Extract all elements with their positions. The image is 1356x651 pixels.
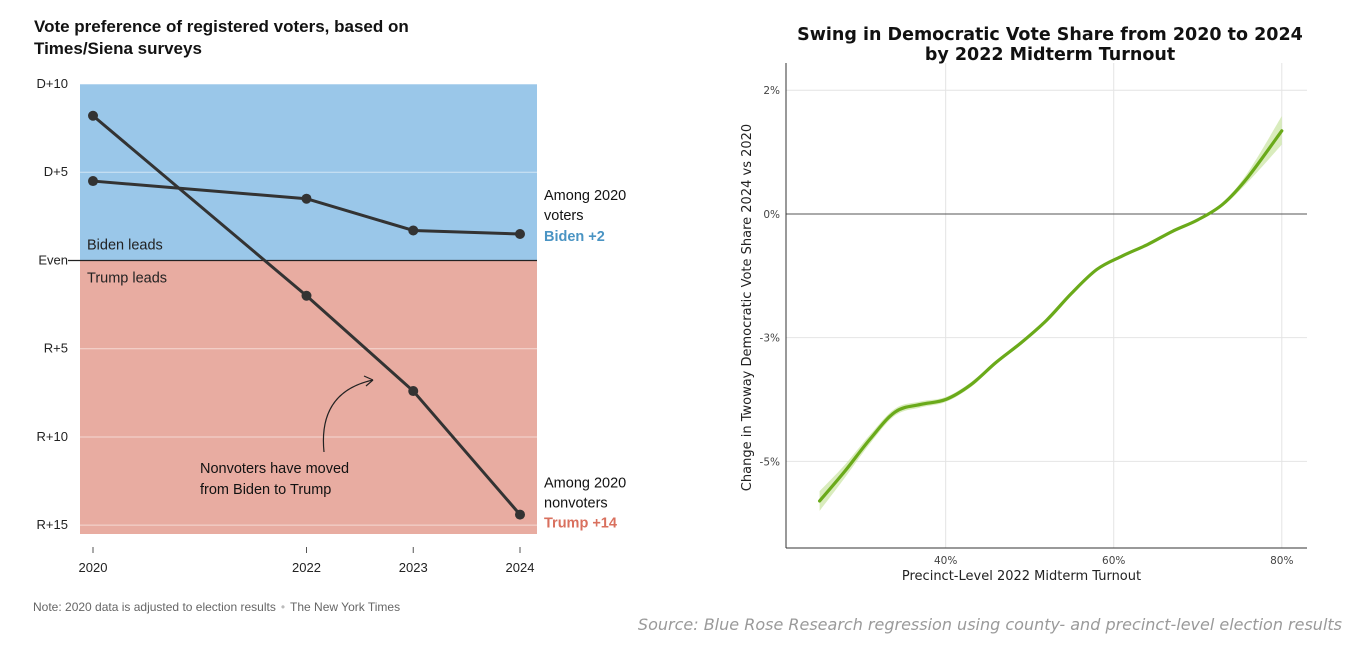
nonvoters-label-line1: Among 2020 — [544, 476, 626, 492]
credit-text: The New York Times — [290, 600, 401, 614]
right-title-line1: Swing in Democratic Vote Share from 2020… — [797, 25, 1303, 45]
data-point — [408, 225, 419, 236]
left-chart-title: Vote preference of registered voters, ba… — [34, 17, 409, 58]
x-tick-label: 40% — [934, 555, 957, 567]
voters-value: Biden +2 — [544, 229, 605, 245]
y-tick-label: 2% — [763, 85, 780, 97]
annotation-arrow — [322, 379, 374, 453]
x-tick-label: 2022 — [292, 560, 321, 575]
y-tick-label: R+15 — [37, 517, 68, 532]
y-tick-label: 0% — [763, 209, 780, 221]
y-tick-label: -5% — [760, 456, 780, 468]
annotation-line1: Nonvoters have moved — [200, 461, 349, 477]
annotation-line2: from Biden to Trump — [200, 482, 331, 498]
series-line-1 — [92, 114, 522, 516]
right-chart-title: Swing in Democratic Vote Share from 2020… — [790, 25, 1310, 65]
voters-label-line2: voters — [544, 208, 584, 224]
data-point — [88, 110, 98, 121]
y-tick-label: -3% — [760, 333, 780, 345]
trump-leads-region — [80, 260, 537, 534]
data-point — [515, 229, 525, 239]
data-point — [301, 193, 312, 204]
x-tick-label: 2024 — [506, 560, 535, 575]
data-point — [515, 509, 525, 520]
swing-line — [818, 129, 1284, 503]
right-title-line2: by 2022 Midterm Turnout — [924, 45, 1176, 65]
y-axis-label: Change in Twoway Democratic Vote Share 2… — [740, 124, 755, 491]
nonvoters-label-line2: nonvoters — [544, 496, 608, 512]
x-tick-label: 2020 — [79, 560, 108, 575]
y-tick-label: Even — [38, 252, 68, 267]
biden-leads-label: Biden leads — [87, 237, 163, 253]
note-text: Note: 2020 data is adjusted to election … — [33, 600, 276, 614]
data-point — [88, 176, 98, 187]
nyt-chart-panel: Vote preference of registered voters, ba… — [33, 17, 627, 614]
series-line-0 — [92, 179, 521, 236]
y-tick-label: D+10 — [37, 76, 68, 91]
y-tick-label: R+10 — [37, 429, 68, 444]
source-note: Source: Blue Rose Research regression us… — [637, 615, 1342, 634]
data-point — [408, 386, 419, 397]
left-note: Note: 2020 data is adjusted to election … — [33, 600, 400, 614]
voters-label-line1: Among 2020 — [544, 188, 626, 204]
swing-chart-panel: Swing in Democratic Vote Share from 2020… — [680, 0, 1356, 651]
annotation-arrowhead — [363, 375, 374, 387]
nonvoters-value: Trump +14 — [544, 516, 617, 532]
y-tick-label: D+5 — [44, 164, 68, 179]
right-chart-svg: 2% 0% -3% -5% 40% 60% 80% Precinct-Level 2022 … — [740, 63, 1307, 584]
x-tick-label: 60% — [1102, 555, 1125, 567]
note-separator: • — [280, 600, 286, 614]
confidence-band — [819, 115, 1282, 511]
trump-leads-label: Trump leads — [87, 270, 167, 286]
y-tick-label: R+5 — [44, 341, 68, 356]
x-axis-label: Precinct-Level 2022 Midterm Turnout — [902, 569, 1141, 584]
data-point — [301, 290, 312, 301]
x-tick-label: 2023 — [399, 560, 428, 575]
x-tick-label: 80% — [1270, 555, 1293, 567]
